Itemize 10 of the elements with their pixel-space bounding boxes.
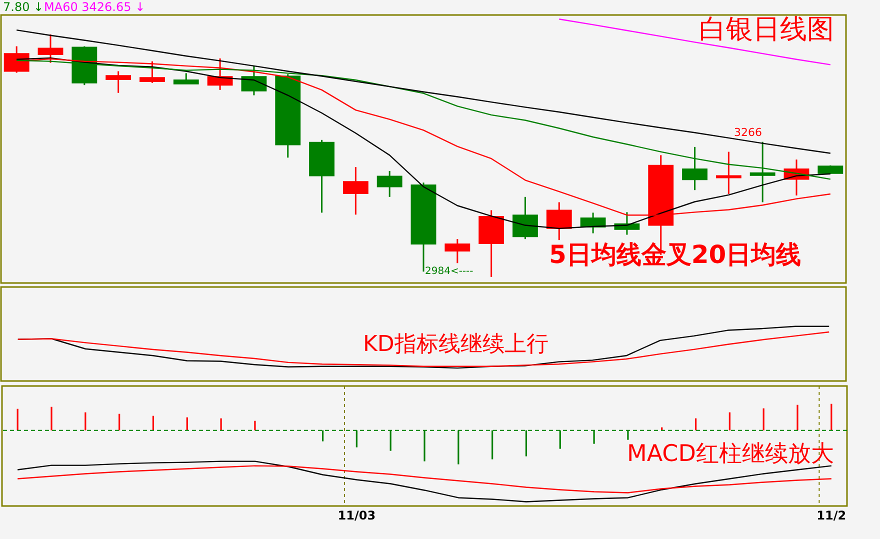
text: MA60 3426.65 ↓ xyxy=(44,0,146,14)
annotation: MACD红柱继续放大 xyxy=(627,441,834,467)
annotation: 2984<---- xyxy=(425,266,474,277)
x-tick-label: 11/03 xyxy=(338,508,376,522)
annotation: 3266 xyxy=(734,126,762,139)
annotation: 5日均线金叉20日均线 xyxy=(549,240,802,269)
text: 7.80 ↓ xyxy=(3,0,44,14)
x-tick-label: 11/2 xyxy=(816,508,846,522)
chart-title: 白银日线图 xyxy=(699,14,834,45)
annotation: KD指标线继续上行 xyxy=(363,332,548,357)
